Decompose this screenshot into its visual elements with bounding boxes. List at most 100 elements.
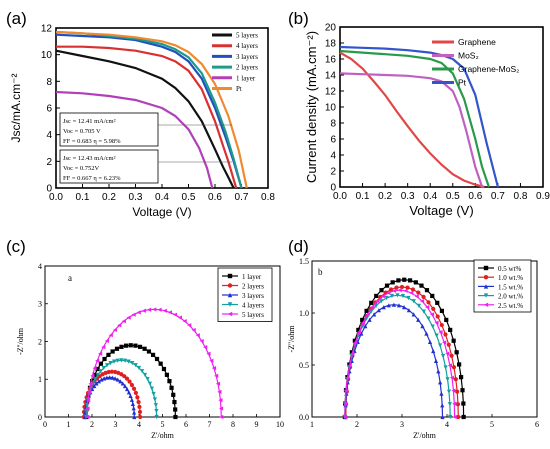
data-point: [400, 293, 406, 299]
data-point: [110, 349, 115, 354]
x-tick-label: 4: [445, 420, 449, 429]
data-point: [451, 365, 457, 370]
legend-entry: 2 layers: [236, 64, 258, 72]
data-point: [352, 338, 357, 343]
chart-a-jv-curves: 0.0 0.1 0.2 0.3 0.4 0.5 0.6 0.7 0.8 0 2 4 6 8 10 12 Volt…: [9, 24, 275, 220]
y-tick-label: 4: [330, 151, 336, 162]
data-point: [92, 372, 97, 377]
data-point: [380, 294, 385, 299]
data-point: [154, 408, 159, 414]
data-point: [375, 298, 380, 304]
data-point: [169, 385, 174, 390]
series-line-2: [344, 304, 444, 418]
data-point: [452, 401, 457, 406]
data-point: [124, 343, 129, 348]
data-point: [93, 377, 98, 382]
data-point: [172, 399, 177, 405]
x-tick-label: 0.1: [356, 191, 370, 202]
x-tick-label: 0.5: [182, 192, 196, 203]
annotation-text: FF = 0.683 η = 5.98%: [63, 138, 121, 145]
data-point: [146, 349, 152, 354]
y-axis-label: Current density (mA.cm⁻²): [304, 31, 319, 183]
data-point: [413, 280, 418, 285]
data-point: [401, 305, 407, 310]
data-point: [453, 377, 458, 382]
data-point: [448, 414, 453, 420]
x-tick-label: 2: [355, 420, 359, 429]
data-point: [149, 386, 155, 391]
series-line-0: [55, 49, 235, 189]
data-point: [172, 312, 178, 317]
data-point: [419, 298, 425, 304]
data-point: [95, 366, 100, 372]
data-point: [449, 353, 454, 358]
y-tick-label: 18: [325, 39, 337, 50]
legend-entry: 3 layers: [236, 53, 258, 61]
data-point: [104, 375, 109, 380]
legend-marker: [227, 292, 233, 298]
y-tick-label: 0.0: [299, 413, 309, 422]
data-point: [101, 365, 106, 371]
data-point: [126, 315, 131, 320]
data-point: [439, 322, 444, 328]
x-tick-label: 0.6: [468, 191, 482, 202]
data-point: [195, 333, 200, 338]
data-point: [391, 288, 397, 293]
data-point: [92, 366, 97, 371]
data-point: [439, 391, 444, 396]
data-point: [431, 306, 436, 312]
data-point: [154, 356, 160, 362]
data-point: [133, 343, 138, 348]
data-point: [365, 312, 370, 317]
data-point: [411, 299, 416, 304]
data-point: [364, 308, 369, 313]
legend-entry: 4 layers: [236, 42, 258, 50]
data-point: [457, 362, 462, 367]
data-point: [120, 381, 125, 386]
data-point: [133, 363, 138, 368]
data-point: [444, 317, 449, 323]
data-point: [395, 293, 400, 298]
data-point: [131, 386, 137, 391]
data-point: [356, 327, 361, 333]
x-tick-label: 1: [310, 420, 314, 429]
inner-panel-label: b: [318, 267, 323, 277]
data-point: [440, 403, 445, 408]
data-point: [108, 333, 113, 338]
data-point: [405, 285, 410, 290]
x-tick-label: 3: [114, 420, 118, 429]
y-tick-label: 2: [46, 157, 52, 168]
annotation-text: Voc = 0.752V: [63, 165, 100, 172]
data-point: [97, 351, 103, 356]
legend-entry: 3 layers: [242, 292, 264, 300]
data-point: [118, 379, 123, 384]
series-line-0: [339, 51, 485, 189]
data-point: [446, 342, 451, 347]
data-point: [431, 348, 436, 354]
legend-entry: Graphene-MoS₂: [458, 64, 519, 74]
chart-b-current-density: 0.0 0.1 0.2 0.3 0.4 0.5 0.6 0.7 0.8 0.9 0 2 4 6 8 10 12 1…: [304, 23, 550, 219]
data-point: [399, 284, 405, 290]
data-point: [447, 402, 452, 407]
data-point: [152, 397, 157, 402]
legend-entry: 2 layers: [242, 283, 264, 291]
data-point: [411, 312, 416, 317]
y-tick-label: 14: [325, 71, 337, 82]
data-point: [126, 390, 132, 395]
series-line-4: [344, 289, 456, 418]
data-point: [427, 339, 433, 344]
data-point: [379, 288, 384, 293]
data-point: [124, 386, 130, 392]
data-point: [136, 365, 142, 371]
data-point: [146, 307, 152, 312]
series-line-2: [339, 49, 490, 188]
data-point: [437, 343, 443, 348]
data-point: [154, 414, 159, 420]
panel-label-d: (d): [288, 237, 309, 256]
data-point: [376, 308, 381, 313]
data-point: [350, 351, 355, 356]
legend-entry: 5 layers: [236, 31, 258, 39]
inner-panel-label: a: [68, 273, 72, 283]
data-point: [106, 352, 111, 357]
